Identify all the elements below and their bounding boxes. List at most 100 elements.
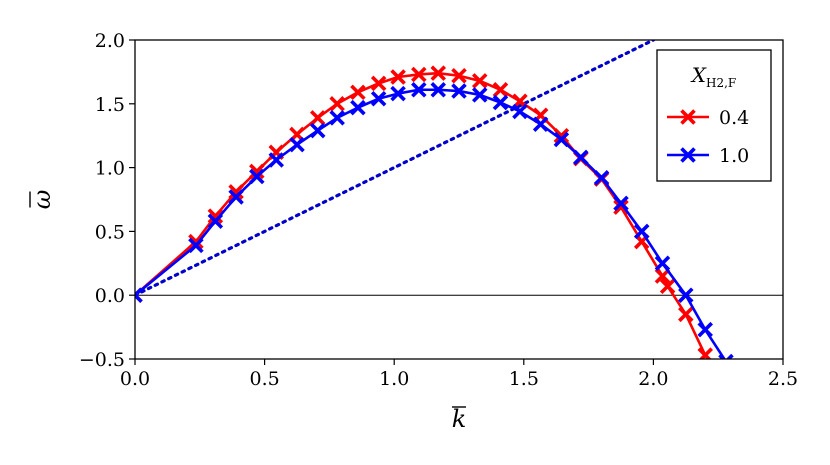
series-2-point-25-shape [654,255,671,272]
series-1-point-14-shape [430,65,447,81]
legend-marker-2 [680,147,696,163]
x-tick-label-2: 0.5 [249,368,279,390]
x-axis-label: k [452,405,467,433]
legend-marker-2-shape [680,147,696,163]
series-2-point-24-shape [633,223,650,240]
series-1-point-7 [289,126,305,143]
series-1-point-17 [492,82,509,98]
legend-marker-1-shape [680,109,696,125]
series-2-point-6-shape [268,152,285,168]
series-2-point-6 [268,152,285,168]
series-2-point-7-shape [289,136,305,153]
series-1-point-11-shape [370,75,387,92]
series-2-point-8-shape [309,122,326,139]
legend-entries: 0.4 1.0 [667,107,749,167]
series-2-point-1 [135,287,143,303]
series-1-point-25-shape [654,268,671,284]
series-1-point-8 [309,110,326,126]
series-1-point-20 [553,127,570,144]
series-1-point-8-shape [309,110,326,126]
series-2-point-23 [613,195,629,212]
series-2-point-20 [553,131,570,148]
series-2-point-3-shape [207,213,224,229]
series-2-point-17 [492,94,509,111]
y-axis-label: ω [28,190,56,210]
series-2-point-21-shape [573,149,589,166]
series-1-point-27 [678,306,694,323]
series-1-point-23 [613,199,629,215]
series-2-point-9 [329,110,345,126]
series-1-point-27-shape [678,306,694,323]
series-2-point-22 [593,170,610,186]
series-2-point-14 [430,82,447,98]
series-2-point-26 [678,287,694,303]
series-1-point-17-shape [492,82,509,98]
series-2-point-16 [471,87,488,103]
series-1-point-2-shape [188,233,204,250]
y-tick-label-6: 2.0 [95,30,125,52]
series-2-point-10-shape [350,99,366,116]
series-2-point-28-shape [718,353,734,359]
series-2-point-13 [411,82,427,98]
series-2-point-2 [188,237,204,254]
series-2-point-26-shape [678,287,694,303]
x-tick-label-3: 1.0 [379,368,409,390]
series-2-line [135,88,726,359]
series-2-point-16-shape [471,87,488,103]
legend-title: XH2,F [690,63,737,90]
series-2-point-2-shape [188,237,204,254]
series-2-point-7 [289,136,305,153]
series-2-point-23-shape [613,195,629,212]
series-1-point-13 [411,66,427,83]
series-2-point-10 [350,99,366,116]
series-2-point-19-shape [532,116,549,132]
legend-marker-1 [680,109,696,125]
series-1-point-2 [188,233,204,250]
series-1-point-26-shape [659,278,676,295]
series-1-point-26 [659,278,676,295]
series-2-point-15-shape [451,83,467,99]
legend-title-subscript: H2,F [706,76,736,90]
legend-box [656,49,772,182]
series-2-point-25 [654,255,671,272]
series-2-point-4-shape [228,189,244,205]
series-2-point-5-shape [249,168,265,185]
axis-ticks: 0.0 0.5 1.0 1.5 2.0 2.5−0.50.00.51.01.52.0 [79,30,798,390]
series-1-point-10 [350,84,366,101]
series-2-point-14-shape [430,82,447,98]
series-1-point-9-shape [329,96,345,112]
plot-area [135,40,783,359]
legend: XH2,F 0.4 1.0 [656,49,772,182]
series-1-point-16-shape [471,73,488,89]
series-2-point-1-shape [135,287,143,303]
series-2-point-12-shape [390,85,406,102]
series-2-point-20-shape [553,131,570,148]
y-tick-label-2: 0.0 [95,285,125,307]
series-2-point-5 [249,168,265,185]
series-2-point-15 [451,83,467,99]
y-tick-label-4: 1.0 [95,158,125,180]
series-1-point-15 [451,67,467,84]
series-2-point-8 [309,122,326,139]
series-2-point-3 [207,213,224,229]
series-2-point-27 [697,321,713,338]
x-tick-label-4: 1.5 [509,368,539,390]
plot-frame [134,39,784,360]
series-1-point-25 [654,268,671,284]
series-2-point-28 [718,353,734,359]
x-tick-label-6: 2.5 [768,368,798,390]
y-tick-label-5: 1.5 [95,94,125,116]
series-1-point-12 [390,69,406,85]
series-2-point-27-shape [697,321,713,338]
series-1-point-16 [471,73,488,89]
y-tick-label-3: 0.5 [95,221,125,243]
series-1-line [135,71,707,356]
legend-label-2: 1.0 [719,145,749,167]
series-1-point-14 [430,65,447,81]
series-2-point-4 [228,189,244,205]
series-1-point-11 [370,75,387,92]
series-1-point-7-shape [289,126,305,143]
series-2-point-21 [573,149,589,166]
x-tick-label-5: 2.0 [638,368,668,390]
